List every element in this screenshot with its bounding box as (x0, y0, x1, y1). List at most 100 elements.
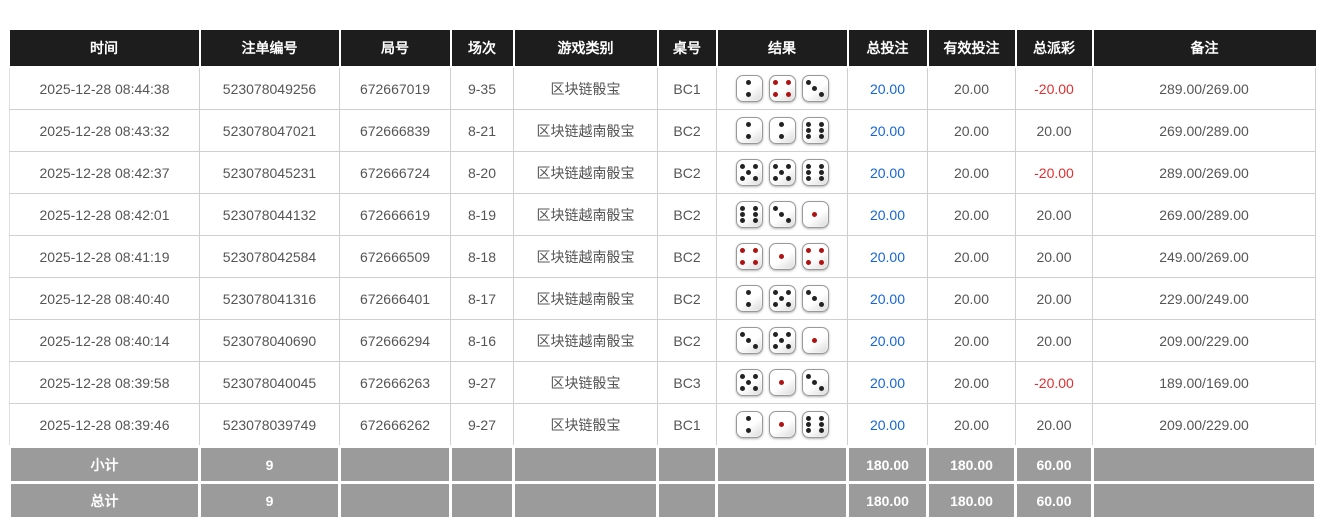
cell-game-type: 区块链骰宝 (513, 403, 658, 447)
dice-result (721, 285, 843, 312)
cell-payout: 20.00 (1015, 235, 1093, 278)
dice-icon (735, 159, 763, 186)
column-header-total_bet: 总投注 (847, 30, 929, 68)
dice-result (721, 201, 843, 228)
cell-payout: 20.00 (1015, 403, 1093, 447)
cell-round-id: 672666724 (339, 151, 451, 194)
dice-icon (735, 285, 763, 312)
dice-icon (801, 75, 829, 102)
cell-table-no: BC3 (657, 361, 717, 404)
cell-game-type: 区块链骰宝 (513, 66, 658, 110)
cell-session: 9-35 (450, 66, 514, 110)
dice-icon (735, 243, 763, 270)
dice-icon (768, 369, 796, 396)
dice-result (721, 117, 843, 144)
cell-remark: 249.00/269.00 (1092, 235, 1316, 278)
cell-game-type: 区块链骰宝 (513, 361, 658, 404)
dice-icon (801, 243, 829, 270)
dice-icon (801, 411, 829, 438)
cell-time: 2025-12-28 08:42:37 (9, 151, 200, 194)
dice-icon (735, 117, 763, 144)
summary-total-bet: 180.00 (846, 445, 929, 484)
cell-bet-id: 523078040690 (199, 319, 340, 362)
cell-bet-id: 523078047021 (199, 109, 340, 152)
table-row: 2025-12-28 08:41:19 523078042584 672666509… (9, 235, 1316, 278)
dice-icon (735, 327, 763, 354)
dice-icon (768, 117, 796, 144)
summary-round (338, 445, 452, 484)
cell-round-id: 672666294 (339, 319, 451, 362)
cell-remark: 209.00/229.00 (1092, 403, 1316, 447)
cell-valid-bet: 20.00 (927, 277, 1016, 320)
cell-table-no: BC2 (657, 151, 717, 194)
cell-payout: 20.00 (1015, 277, 1093, 320)
cell-session: 8-18 (450, 235, 514, 278)
cell-round-id: 672666509 (339, 235, 451, 278)
cell-game-type: 区块链越南骰宝 (513, 151, 658, 194)
cell-game-type: 区块链越南骰宝 (513, 277, 658, 320)
cell-total-bet: 20.00 (847, 235, 928, 278)
total-bet-link[interactable]: 20.00 (869, 164, 906, 181)
cell-result (716, 319, 848, 362)
column-header-valid_bet: 有效投注 (927, 30, 1017, 68)
cell-total-bet: 20.00 (847, 361, 928, 404)
summary-table (656, 481, 718, 520)
table-row: 2025-12-28 08:44:38 523078049256 672667019… (9, 66, 1316, 110)
cell-round-id: 672667019 (339, 66, 451, 110)
total-bet-link[interactable]: 20.00 (869, 332, 906, 349)
total-bet-link[interactable]: 20.00 (869, 374, 906, 391)
summary-payout: 60.00 (1014, 445, 1094, 484)
cell-valid-bet: 20.00 (927, 151, 1016, 194)
cell-valid-bet: 20.00 (927, 109, 1016, 152)
dice-icon (768, 327, 796, 354)
table-row: 2025-12-28 08:42:01 523078044132 672666619… (9, 193, 1316, 236)
summary-round (338, 481, 452, 520)
total-bet-link[interactable]: 20.00 (869, 206, 906, 223)
dice-icon (735, 201, 763, 228)
column-header-table_no: 桌号 (657, 30, 718, 68)
summary-count: 9 (198, 481, 341, 520)
table-row: 2025-12-28 08:40:40 523078041316 672666401… (9, 277, 1316, 320)
total-bet-link[interactable]: 20.00 (869, 122, 906, 139)
cell-remark: 209.00/229.00 (1092, 319, 1316, 362)
cell-table-no: BC2 (657, 277, 717, 320)
cell-result (716, 193, 848, 236)
total-bet-link[interactable]: 20.00 (869, 416, 906, 433)
summary-total-bet: 180.00 (846, 481, 929, 520)
grandtotal-row: 总计 9 180.00 180.00 60.00 (8, 481, 1317, 520)
column-header-remark: 备注 (1092, 30, 1316, 68)
cell-session: 8-20 (450, 151, 514, 194)
dice-icon (735, 411, 763, 438)
cell-result (716, 277, 848, 320)
dice-icon (735, 75, 763, 102)
total-bet-link[interactable]: 20.00 (869, 80, 906, 97)
summary-valid-bet: 180.00 (926, 445, 1017, 484)
cell-round-id: 672666619 (339, 193, 451, 236)
cell-table-no: BC2 (657, 319, 717, 362)
table-row: 2025-12-28 08:43:32 523078047021 672666839… (9, 109, 1316, 152)
cell-valid-bet: 20.00 (927, 193, 1016, 236)
summary-label: 总计 (8, 481, 201, 520)
subtotal-row: 小计 9 180.00 180.00 60.00 (8, 445, 1317, 484)
dice-result (721, 75, 843, 102)
dice-result (721, 243, 843, 270)
table-row: 2025-12-28 08:39:58 523078040045 672666263… (9, 361, 1316, 404)
total-bet-link[interactable]: 20.00 (869, 290, 906, 307)
cell-payout: 20.00 (1015, 193, 1093, 236)
cell-bet-id: 523078049256 (199, 66, 340, 110)
cell-valid-bet: 20.00 (927, 235, 1016, 278)
dice-icon (735, 369, 763, 396)
cell-time: 2025-12-28 08:41:19 (9, 235, 200, 278)
cell-game-type: 区块链越南骰宝 (513, 235, 658, 278)
cell-total-bet: 20.00 (847, 403, 928, 447)
cell-payout: -20.00 (1015, 361, 1093, 404)
cell-total-bet: 20.00 (847, 151, 928, 194)
bet-history-table: 时间 注单编号 局号 场次 游戏类别 桌号 结果 总投注 有效投注 总派彩 备注 2025-12-2… (8, 30, 1317, 520)
cell-time: 2025-12-28 08:42:01 (9, 193, 200, 236)
total-bet-link[interactable]: 20.00 (869, 248, 906, 265)
dice-icon (801, 159, 829, 186)
dice-icon (768, 159, 796, 186)
cell-game-type: 区块链越南骰宝 (513, 193, 658, 236)
dice-result (721, 159, 843, 186)
